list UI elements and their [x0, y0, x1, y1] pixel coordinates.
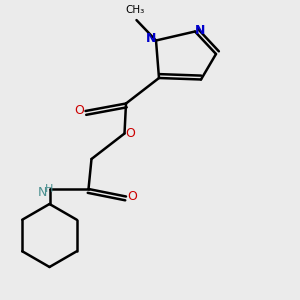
Text: O: O: [74, 103, 84, 117]
Text: CH₃: CH₃: [125, 5, 145, 15]
Text: N: N: [195, 23, 206, 37]
Text: N: N: [38, 185, 48, 199]
Text: O: O: [128, 190, 137, 203]
Text: O: O: [125, 127, 135, 140]
Text: N: N: [146, 32, 156, 46]
Text: H: H: [45, 184, 54, 194]
